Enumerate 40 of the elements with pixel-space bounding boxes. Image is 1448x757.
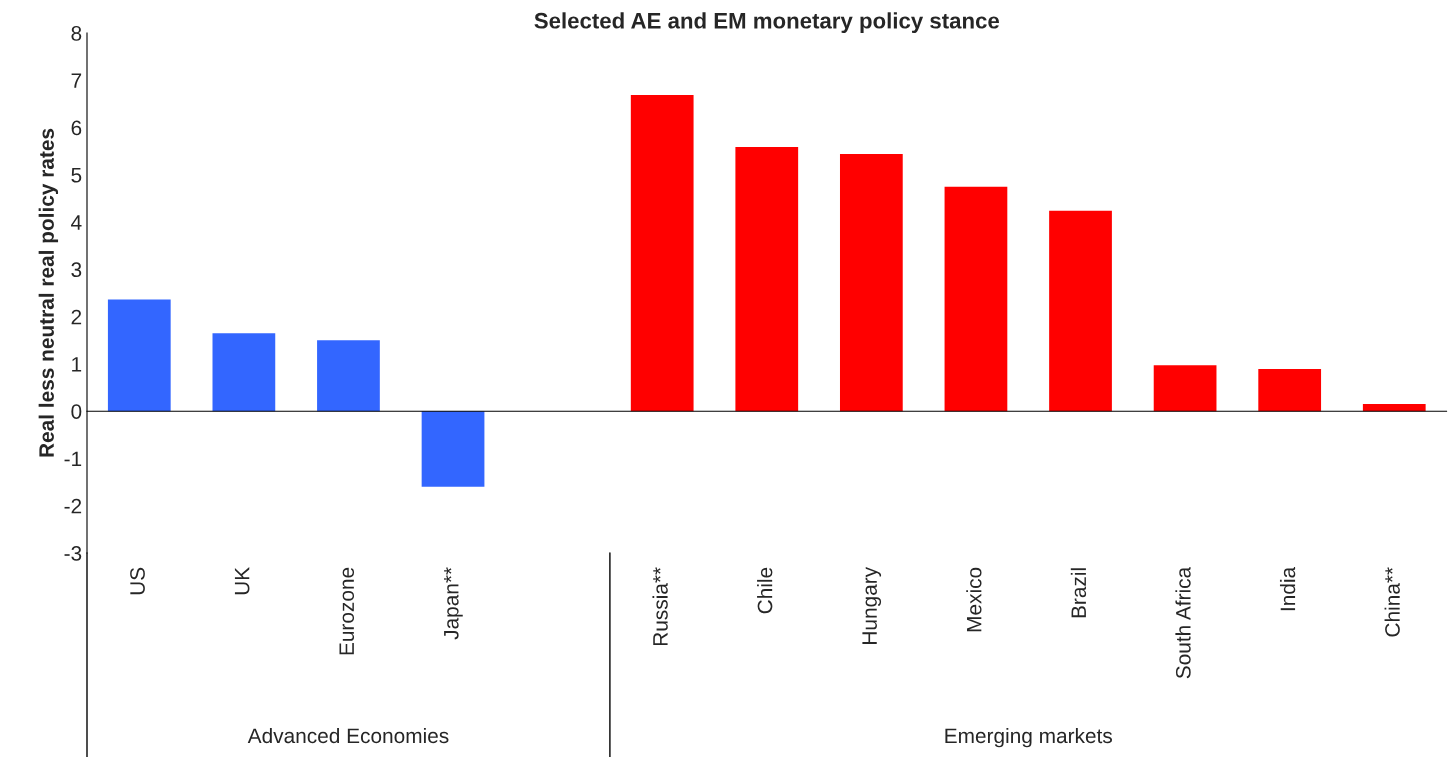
bar xyxy=(1153,365,1217,412)
y-tick-label: 4 xyxy=(71,215,82,230)
chart-title: Selected AE and EM monetary policy stance xyxy=(534,12,1000,33)
y-tick-label: 5 xyxy=(71,168,82,183)
bar xyxy=(421,411,485,487)
x-tick-label: China** xyxy=(1384,567,1400,637)
y-tick-label: -3 xyxy=(64,546,82,561)
bar xyxy=(107,299,171,412)
x-tick-label: Brazil xyxy=(1070,568,1087,618)
y-tick-label: 8 xyxy=(71,26,82,41)
y-axis-title: Real less neutral real policy rates xyxy=(38,128,59,457)
text: Emerging markets xyxy=(945,727,1112,748)
bar xyxy=(944,186,1008,412)
text: Advanced Economies xyxy=(247,727,449,744)
x-tick-label: South Africa xyxy=(1175,566,1191,679)
y-tick-label: 2 xyxy=(71,309,82,325)
bar xyxy=(630,94,694,412)
y-tick-label: -1 xyxy=(64,451,82,466)
x-tick-label: Eurozone xyxy=(339,567,355,655)
x-tick-label: US xyxy=(130,567,145,595)
x-tick-label: UK xyxy=(234,567,250,595)
y-tick-label: 1 xyxy=(72,357,82,372)
y-tick-label: 7 xyxy=(71,73,82,88)
x-tick-label: Japan** xyxy=(444,567,463,640)
bar xyxy=(1049,210,1112,412)
bar xyxy=(735,146,799,412)
x-tick-label: Chile xyxy=(757,567,773,614)
bar xyxy=(212,333,276,412)
bar xyxy=(1362,404,1426,412)
y-tick-label: 0 xyxy=(71,404,82,419)
x-tick-label: India xyxy=(1279,566,1296,611)
y-tick-label: -2 xyxy=(64,498,82,514)
y-tick-label: 6 xyxy=(71,120,82,136)
bar xyxy=(317,340,380,412)
x-tick-label: Russia** xyxy=(652,567,668,646)
y-tick-label: 3 xyxy=(71,262,82,278)
bar xyxy=(839,154,903,412)
bar xyxy=(1258,369,1322,412)
x-tick-label: Mexico xyxy=(966,567,982,632)
x-tick-label: Hungary xyxy=(862,566,882,644)
